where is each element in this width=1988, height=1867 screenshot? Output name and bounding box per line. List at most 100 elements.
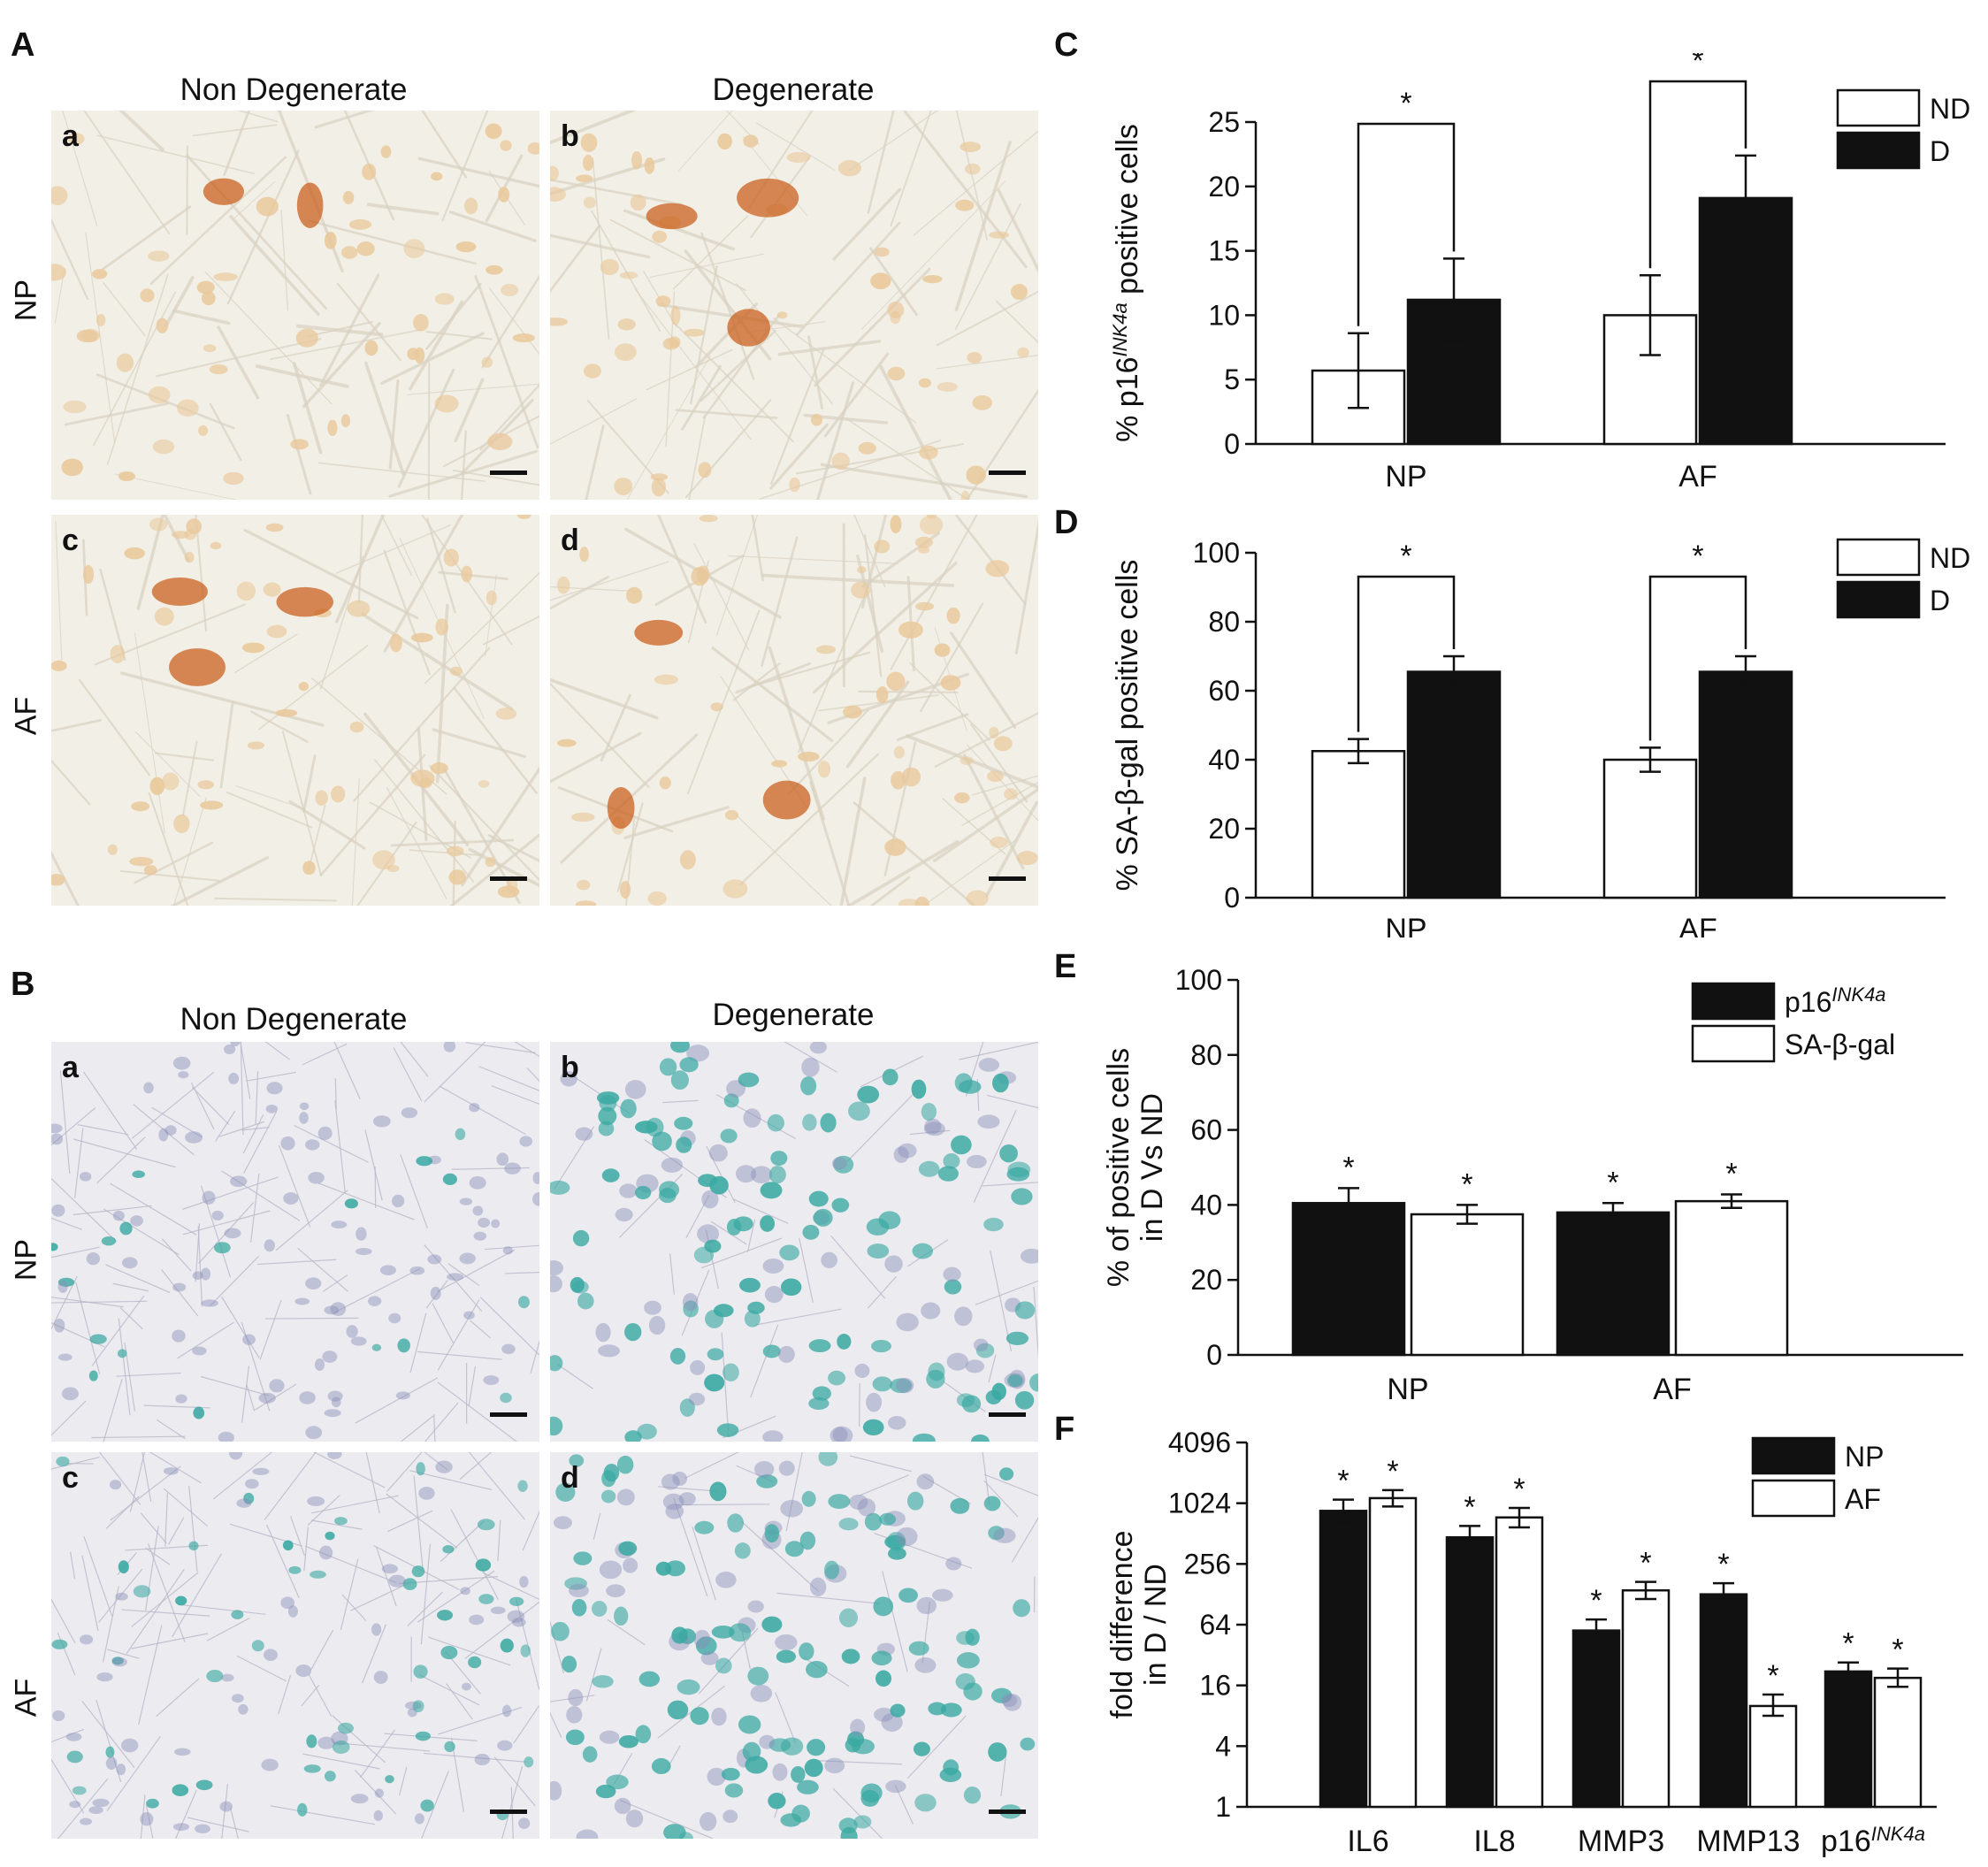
cell-body: [203, 344, 217, 353]
cell-body: [954, 1306, 973, 1327]
cell-body: [661, 1157, 684, 1173]
cell-process: [954, 515, 1027, 606]
cell-process: [133, 1104, 195, 1156]
cell-body: [364, 340, 378, 356]
cell-body: [950, 1497, 970, 1514]
cell-body: [857, 1498, 876, 1517]
y-tick-label: 80: [1208, 606, 1240, 638]
scale-bar: [989, 876, 1026, 881]
cell-process: [728, 555, 899, 564]
cell-body: [409, 1266, 425, 1275]
cell-process: [990, 1250, 1013, 1352]
cell-body: [92, 269, 108, 279]
cell-process: [424, 1752, 527, 1763]
cell-body: [874, 247, 890, 257]
cell-process: [219, 701, 234, 789]
cell-body: [850, 1718, 866, 1736]
cell-body: [571, 1598, 587, 1617]
cell-body: [906, 1491, 924, 1511]
cell-process: [311, 1495, 400, 1514]
cell-process: [677, 111, 733, 172]
cell-body: [236, 581, 256, 601]
cell-body: [518, 1296, 530, 1309]
cell-body: [411, 1565, 425, 1578]
cell-process: [675, 409, 778, 419]
cell-body: [776, 311, 788, 319]
panel-a-row-title-af: AF: [9, 696, 43, 736]
cell-body: [707, 1348, 724, 1361]
cell-body: [201, 1267, 211, 1281]
cell-body: [474, 1753, 490, 1766]
stained-cell: [646, 203, 698, 230]
scale-bar: [490, 471, 527, 475]
cell-process: [264, 1042, 290, 1060]
cell-process: [307, 219, 478, 265]
cell-body: [716, 1423, 739, 1437]
cell-body: [443, 548, 459, 567]
cell-process: [356, 821, 417, 906]
cell-body: [572, 1229, 590, 1247]
cell-body: [852, 1739, 875, 1755]
cell-body: [524, 1756, 534, 1768]
cell-body: [684, 328, 705, 337]
scale-bar: [490, 876, 527, 881]
cell-process: [501, 1765, 524, 1839]
cell-body: [266, 624, 287, 639]
cell-process: [429, 765, 539, 882]
cell-body: [651, 1757, 671, 1775]
cell-process: [264, 1317, 359, 1320]
cell-body: [516, 515, 531, 519]
y-tick-label: 64: [1199, 1609, 1231, 1641]
y-tick-label: 20: [1208, 813, 1240, 845]
cell-body: [631, 150, 643, 170]
cell-process: [98, 1452, 141, 1505]
cell-body: [1011, 1188, 1033, 1205]
cell-body: [324, 1305, 340, 1315]
cell-process: [230, 1808, 240, 1839]
cell-process: [906, 734, 1038, 789]
cell-body: [760, 1182, 783, 1199]
cell-body: [959, 1080, 982, 1094]
cell-body: [837, 1334, 852, 1350]
significance-bracket: [1648, 575, 1747, 741]
cell-process: [319, 754, 426, 876]
cell-process: [182, 1210, 271, 1236]
cell-body: [156, 318, 169, 333]
cell-process: [103, 1208, 180, 1256]
cell-process: [882, 1571, 908, 1672]
cell-body: [475, 1558, 492, 1572]
cell-process: [249, 710, 309, 743]
cell-body: [791, 1766, 806, 1783]
cell-process: [278, 1674, 292, 1715]
cell-body: [297, 1802, 308, 1817]
cell-process: [435, 603, 449, 784]
cell-body: [96, 314, 106, 326]
cell-body: [496, 1152, 509, 1167]
cell-body: [630, 194, 646, 211]
cell-process: [77, 1124, 129, 1136]
cell-body: [742, 1741, 761, 1762]
cell-body: [762, 1259, 784, 1274]
cell-process: [51, 1598, 76, 1644]
cell-body: [119, 1221, 133, 1236]
cell-body: [112, 1210, 125, 1221]
chart-fold-difference: 1 4 16 64 256 1024 4096 IL6 IL8 MMP3 MMP13 p16INK4a…: [1105, 1427, 1937, 1858]
cell-body: [625, 1810, 644, 1828]
cell-process: [550, 178, 683, 206]
x-category-label: IL8: [1473, 1825, 1515, 1858]
cell-body: [778, 1460, 795, 1476]
cell-body: [236, 1498, 252, 1508]
cell-body: [172, 1282, 187, 1292]
cell-process: [626, 356, 711, 500]
cell-body: [978, 1058, 1000, 1072]
cell-body: [686, 1044, 710, 1062]
legend-label: AF: [1845, 1483, 1881, 1515]
cell-process: [363, 361, 405, 476]
cell-body: [373, 1671, 388, 1684]
cell-body: [213, 1242, 231, 1254]
cell-body: [802, 1113, 817, 1131]
cell-body: [51, 1123, 63, 1134]
sub-letter: a: [62, 1051, 79, 1084]
cell-process: [673, 1497, 708, 1597]
cell-process: [303, 1527, 309, 1572]
